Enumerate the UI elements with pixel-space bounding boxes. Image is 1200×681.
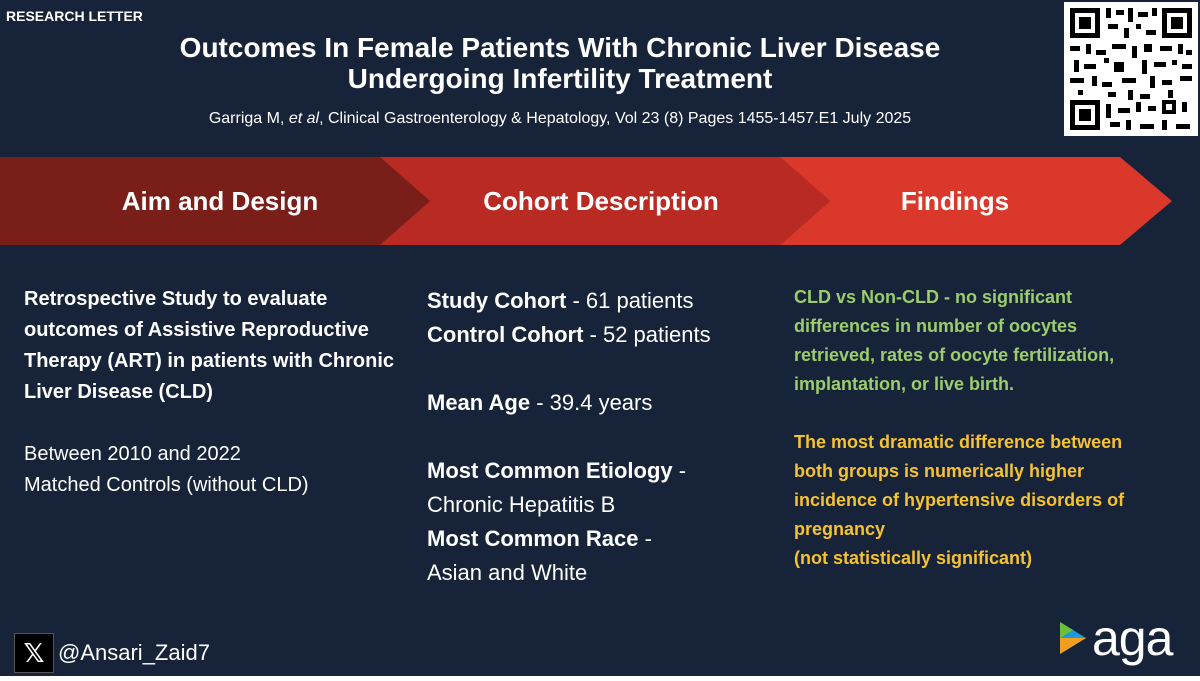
citation: Garriga M, et al, Clinical Gastroenterol… [60,110,1060,128]
mean-age-value: - 39.4 years [530,390,653,415]
citation-authors: Garriga M, [208,110,289,127]
aga-logo: aga [1058,610,1173,666]
cohort-column: Study Cohort - 61 patients Control Cohor… [427,284,767,590]
banner-arrow-cohort [380,157,830,245]
citation-journal: , Clinical Gastroenterology & Hepatology… [319,110,912,127]
aim-column: Retrospective Study to evaluate outcomes… [24,284,404,501]
etiology-value: Chronic Hepatitis B [427,492,616,517]
heading-cohort-description: Cohort Description [483,186,719,216]
banner-arrows [0,157,1172,245]
findings-note: (not statistically significant) [794,548,1033,568]
aim-date-range: Between 2010 and 2022 [24,443,241,465]
mean-age-label: Mean Age [427,390,531,415]
study-cohort-row: Study Cohort - 61 patients [427,284,767,318]
page-title: Outcomes In Female Patients With Chronic… [60,32,1060,94]
findings-hypertensive: The most dramatic difference between bot… [794,432,1125,539]
aim-description: Retrospective Study to evaluate outcomes… [24,288,395,403]
section-banner: Aim and Design Cohort Description Findin… [0,157,1200,245]
control-cohort-value: - 52 patients [583,322,711,347]
findings-no-difference: CLD vs Non-CLD - no significant differen… [794,287,1115,394]
race-value: Asian and White [427,560,588,585]
aga-triangle-icon [1060,622,1086,654]
heading-aim-and-design: Aim and Design [121,186,319,216]
etiology-dash: - [672,458,687,483]
heading-findings: Findings [900,186,1010,216]
x-logo-icon: 𝕏 [14,633,54,673]
race-row: Most Common Race - [427,522,767,556]
qr-code-icon[interactable] [1064,2,1198,136]
findings-column: CLD vs Non-CLD - no significant differen… [794,283,1144,573]
twitter-handle[interactable]: 𝕏 @Ansari_Zaid7 [14,633,210,673]
study-cohort-label: Study Cohort [427,288,567,313]
etiology-label: Most Common Etiology [427,458,673,483]
article-type-label: RESEARCH LETTER [6,8,143,24]
title-line-1: Outcomes In Female Patients With Chronic… [179,32,941,63]
race-dash: - [638,526,652,551]
handle-text: @Ansari_Zaid7 [58,640,210,665]
mean-age-row: Mean Age - 39.4 years [427,386,767,420]
title-line-2: Undergoing Infertility Treatment [347,63,773,94]
citation-etal: et al [288,110,320,127]
aim-controls: Matched Controls (without CLD) [24,474,309,496]
control-cohort-row: Control Cohort - 52 patients [427,318,767,352]
banner-arrow-findings [780,157,1172,245]
banner-arrow-aim [0,157,430,245]
race-label: Most Common Race [427,526,639,551]
control-cohort-label: Control Cohort [427,322,584,347]
etiology-row: Most Common Etiology - [427,454,767,488]
aga-logo-text: aga [1092,610,1173,666]
study-cohort-value: - 61 patients [566,288,694,313]
